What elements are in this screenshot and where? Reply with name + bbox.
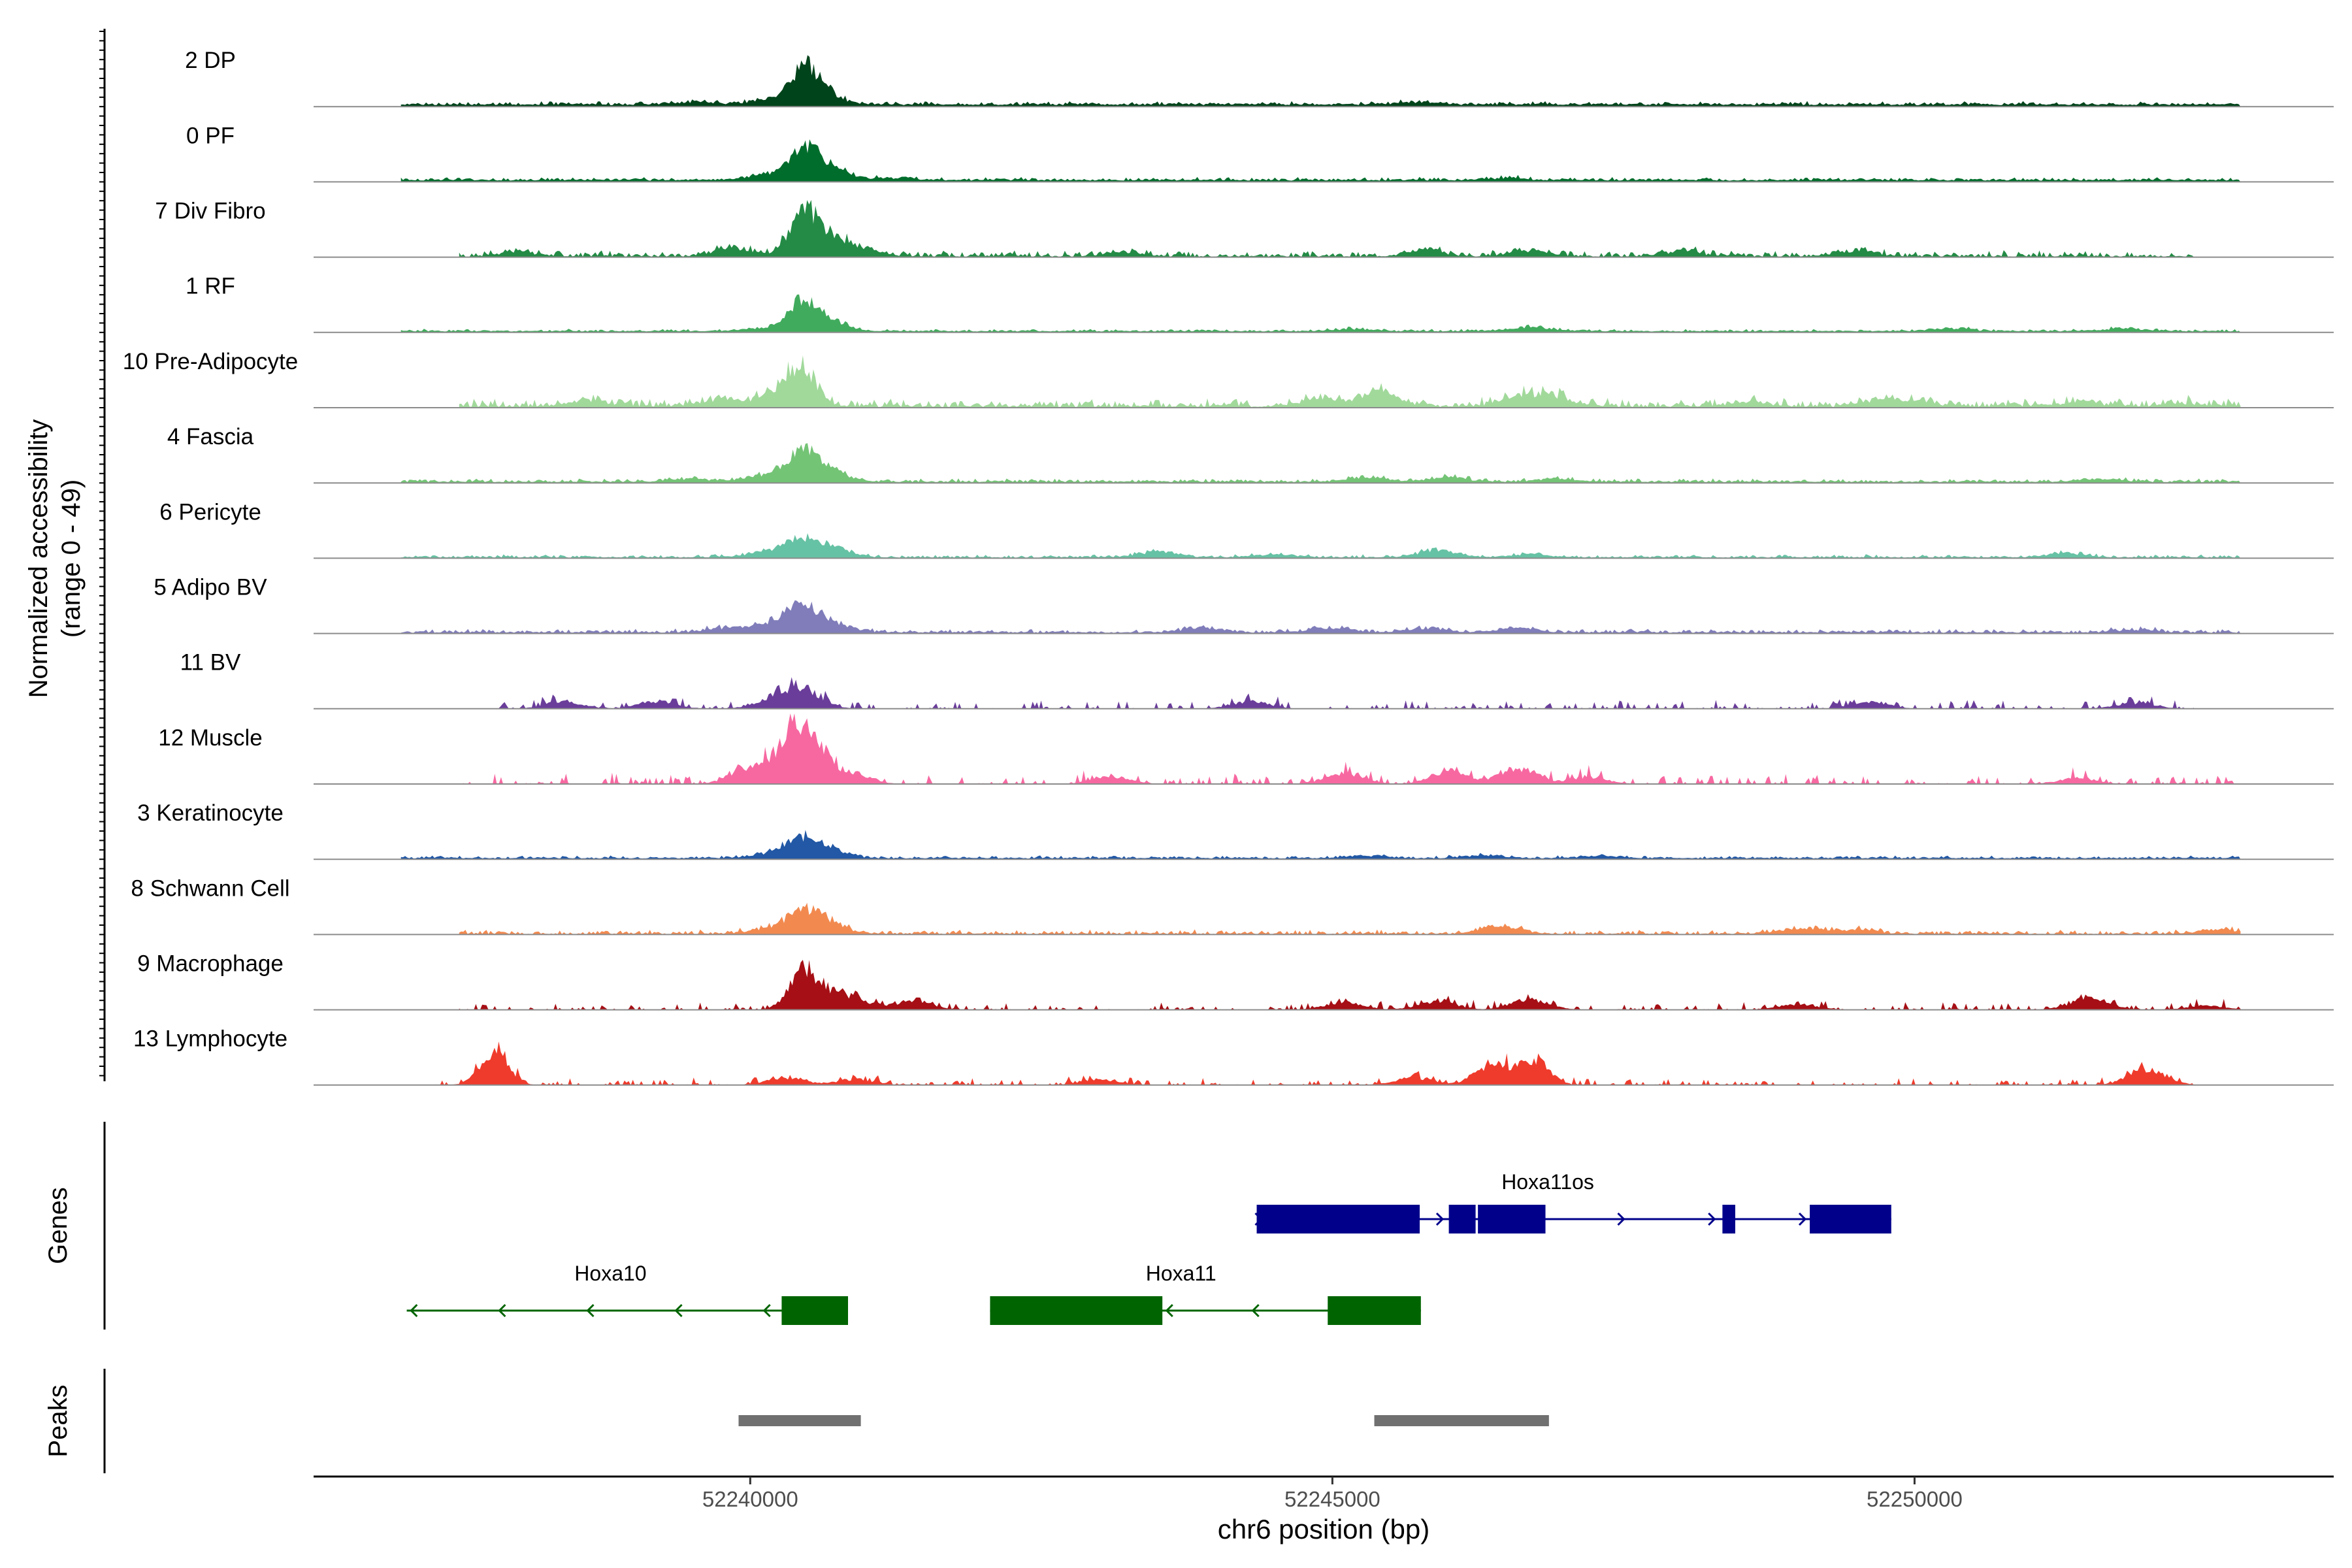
gene-name-label: Hoxa10 <box>574 1262 646 1285</box>
track-6-pericyte: 6 Pericyte <box>159 499 2334 559</box>
track-8-schwann-cell: 8 Schwann Cell <box>131 875 2334 936</box>
track-2-dp: 2 DP <box>185 48 2334 108</box>
peaks-y-axis-label: Peaks <box>44 1384 73 1457</box>
strand-arrow <box>1708 1212 1716 1226</box>
coverage-area <box>494 677 2195 709</box>
gene-exon <box>1722 1205 1735 1233</box>
gene-exon <box>1478 1205 1546 1233</box>
coverage-tracks: 2 DP 0 PF 7 Div Fibro 1 RF 10 Pre-Adipocyte 4… <box>123 48 2334 1086</box>
y-axis-ticks <box>99 31 105 1077</box>
gene-name-label: Hoxa11 <box>1146 1262 1217 1285</box>
track-label: 10 Pre-Adipocyte <box>123 349 298 374</box>
coverage-area <box>459 902 2241 935</box>
track-5-adipo-bv: 5 Adipo BV <box>154 574 2334 634</box>
track-7-div-fibro: 7 Div Fibro <box>155 198 2334 258</box>
coverage-area <box>436 1041 2195 1085</box>
strand-arrow <box>586 1303 595 1318</box>
genes-y-axis-label: Genes <box>44 1187 73 1264</box>
strand-arrow <box>1165 1303 1173 1318</box>
coverage-area <box>400 55 2241 107</box>
track-4-fascia: 4 Fascia <box>167 424 2334 484</box>
track-1-rf: 1 RF <box>186 274 2334 333</box>
x-axis-label: chr6 position (bp) <box>1218 1514 1430 1544</box>
gene-exon <box>1256 1205 1420 1233</box>
track-12-muscle: 12 Muscle <box>158 713 2334 785</box>
track-label: 0 PF <box>186 123 235 148</box>
accessibility-y-axis-label: Normalized accessibility <box>24 419 53 698</box>
gene-exon <box>1448 1205 1476 1233</box>
strand-arrow <box>410 1303 418 1318</box>
track-label: 11 BV <box>180 650 241 676</box>
track-label: 3 Keratinocyte <box>137 800 284 826</box>
track-0-pf: 0 PF <box>186 123 2334 183</box>
strand-arrow <box>1798 1212 1807 1226</box>
strand-arrow <box>1251 1303 1260 1318</box>
gene-exon <box>1810 1205 1891 1233</box>
coverage-area <box>459 960 2241 1010</box>
track-9-macrophage: 9 Macrophage <box>137 951 2334 1011</box>
gene-hoxa11: Hoxa11 <box>990 1262 1421 1325</box>
left-axes: Normalized accessibility (range 0 - 49) … <box>24 29 106 1473</box>
coverage-area <box>400 533 2241 559</box>
track-label: 9 Macrophage <box>137 951 284 976</box>
coverage-area <box>400 443 2241 483</box>
track-10-pre-adipocyte: 10 Pre-Adipocyte <box>123 349 2334 408</box>
x-tick-label: 52240000 <box>702 1487 798 1511</box>
strand-arrow <box>1617 1212 1625 1226</box>
coverage-area <box>459 200 2195 257</box>
peak-region <box>738 1415 861 1426</box>
track-label: 8 Schwann Cell <box>131 875 289 901</box>
track-label: 2 DP <box>185 48 236 73</box>
track-11-bv: 11 BV <box>180 650 2334 710</box>
gene-annotation-track: Hoxa11os Hoxa10 Hoxa11 <box>406 1170 1891 1325</box>
strand-arrow <box>674 1303 683 1318</box>
coverage-area <box>400 830 2241 860</box>
track-label: 13 Lymphocyte <box>133 1026 287 1052</box>
gene-exon <box>1328 1296 1421 1325</box>
peaks-track <box>738 1415 1549 1426</box>
track-label: 4 Fascia <box>167 424 254 449</box>
x-axis: 52240000 52245000 52250000 chr6 position (b… <box>314 1475 2334 1544</box>
track-3-keratinocyte: 3 Keratinocyte <box>137 800 2334 860</box>
track-label: 7 Div Fibro <box>155 198 265 223</box>
strand-arrow <box>498 1303 506 1318</box>
track-label: 1 RF <box>186 274 235 299</box>
coverage-area <box>400 294 2241 333</box>
coverage-area <box>459 355 2241 408</box>
track-label: 5 Adipo BV <box>154 574 267 600</box>
accessibility-y-axis-range: (range 0 - 49) <box>57 480 86 638</box>
x-tick-label: 52250000 <box>1867 1487 1963 1511</box>
x-tick-label: 52245000 <box>1284 1487 1380 1511</box>
gene-exon <box>781 1296 848 1325</box>
track-label: 12 Muscle <box>158 725 263 751</box>
gene-hoxa10: Hoxa10 <box>406 1262 848 1325</box>
gene-hoxa11os: Hoxa11os <box>1254 1170 1891 1233</box>
coverage-area <box>400 600 2241 634</box>
track-13-lymphocyte: 13 Lymphocyte <box>133 1026 2334 1086</box>
coverage-area <box>459 713 2241 784</box>
track-label: 6 Pericyte <box>159 499 261 525</box>
gene-name-label: Hoxa11os <box>1501 1170 1594 1194</box>
strand-arrow <box>762 1303 771 1318</box>
gene-exon <box>990 1296 1163 1325</box>
coverage-area <box>400 139 2241 182</box>
strand-arrow <box>1435 1212 1445 1226</box>
peak-region <box>1374 1415 1549 1426</box>
